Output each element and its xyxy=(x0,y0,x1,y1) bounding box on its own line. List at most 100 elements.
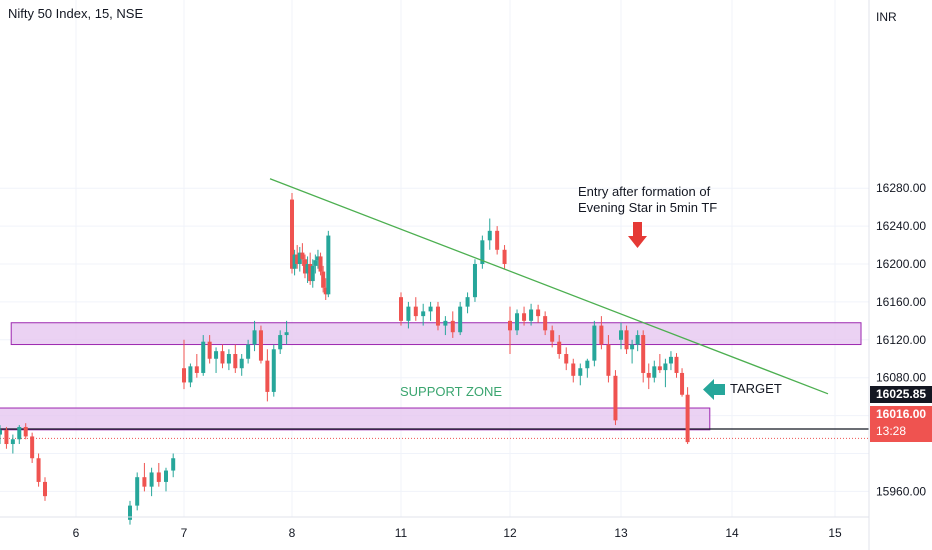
candle-body-17 xyxy=(194,366,199,373)
candle-body-65 xyxy=(529,309,534,321)
candle-body-80 xyxy=(630,344,635,350)
candle-body-51 xyxy=(428,306,433,312)
candle-body-90 xyxy=(685,394,690,443)
zone-0 xyxy=(10,322,862,346)
candle-body-56 xyxy=(465,297,470,307)
candle-body-33 xyxy=(292,254,297,269)
candle-body-76 xyxy=(606,344,611,376)
candle-body-70 xyxy=(564,354,569,364)
zone-1 xyxy=(0,407,711,431)
x-axis-labels: 6 7 8 11 12 13 14 15 xyxy=(73,526,842,540)
candle-body-28 xyxy=(265,360,270,392)
x-tick-1: 7 xyxy=(181,526,188,540)
candle-body-63 xyxy=(515,313,520,331)
bar-countdown: 13:28 xyxy=(876,424,907,438)
candle-body-82 xyxy=(641,335,646,373)
candle-body-71 xyxy=(571,363,576,376)
candle-body-58 xyxy=(480,240,485,264)
candle-body-48 xyxy=(406,306,411,321)
last-price-tag: 16016.00 13:28 xyxy=(870,406,932,442)
entry-down-arrow xyxy=(628,222,647,248)
candle-body-86 xyxy=(663,363,668,371)
grid-lines xyxy=(0,0,869,517)
candle-body-26 xyxy=(252,330,257,345)
candle-body-53 xyxy=(443,320,448,326)
candle-body-34 xyxy=(295,254,300,264)
candle-body-60 xyxy=(495,230,500,250)
candle-body-43 xyxy=(318,256,323,272)
x-tick-7: 15 xyxy=(828,526,842,540)
candle-body-74 xyxy=(592,325,597,361)
candle-body-37 xyxy=(302,259,307,274)
candle-body-40 xyxy=(310,265,315,282)
candle-body-9 xyxy=(135,477,140,506)
y-axis-labels: 15960.0016040.0016080.0016120.0016160.00… xyxy=(876,181,926,498)
candle-body-16 xyxy=(188,366,193,383)
x-tick-5: 13 xyxy=(614,526,628,540)
candle-body-11 xyxy=(149,472,154,487)
candle-body-64 xyxy=(522,313,527,321)
candle-body-36 xyxy=(300,252,305,260)
candle-body-23 xyxy=(233,354,238,369)
candle-body-20 xyxy=(214,351,219,359)
price-lines xyxy=(0,428,869,439)
candle-body-77 xyxy=(613,375,618,421)
y-tick-0: 15960.00 xyxy=(876,484,926,498)
candle-body-88 xyxy=(674,356,679,373)
candle-body-52 xyxy=(435,306,440,326)
candle-body-27 xyxy=(258,330,263,361)
candle-body-18 xyxy=(201,341,206,373)
candle-body-85 xyxy=(657,366,662,371)
candle-body-79 xyxy=(624,330,629,350)
y-tick-3: 16080.00 xyxy=(876,371,926,385)
candle-body-22 xyxy=(226,354,231,364)
candle-body-69 xyxy=(557,341,562,355)
candle-body-66 xyxy=(536,309,541,317)
y-tick-4: 16120.00 xyxy=(876,333,926,347)
candle-body-32 xyxy=(290,199,294,269)
candle-body-72 xyxy=(578,368,583,376)
candle-body-14 xyxy=(171,458,176,471)
candle-body-19 xyxy=(207,341,212,359)
candle-body-47 xyxy=(399,297,403,321)
candle-body-68 xyxy=(550,330,555,342)
trendline-layer xyxy=(269,178,829,395)
candle-body-57 xyxy=(472,264,477,298)
candle-body-31 xyxy=(284,332,289,336)
arrow-layer xyxy=(628,222,725,400)
candle-body-29 xyxy=(271,349,276,392)
y-tick-6: 16200.00 xyxy=(876,257,926,271)
candle-body-6 xyxy=(36,458,41,482)
candle-body-10 xyxy=(142,477,147,487)
candle-body-75 xyxy=(599,325,604,345)
candle-body-61 xyxy=(502,249,507,264)
candle-body-42 xyxy=(315,256,320,261)
candle-body-3 xyxy=(17,426,22,440)
target-price-tag: 16025.85 xyxy=(870,386,932,403)
candle-body-15 xyxy=(182,368,186,383)
y-tick-8: 16280.00 xyxy=(876,181,926,195)
candle-body-25 xyxy=(246,344,251,359)
x-tick-2: 8 xyxy=(289,526,296,540)
y-tick-5: 16160.00 xyxy=(876,295,926,309)
candle-body-45 xyxy=(323,287,328,295)
candle-body-55 xyxy=(458,306,463,333)
candle-body-49 xyxy=(413,306,418,317)
candle-body-21 xyxy=(220,351,225,364)
last-price-value: 16016.00 xyxy=(876,407,927,421)
x-tick-4: 12 xyxy=(503,526,517,540)
y-tick-7: 16240.00 xyxy=(876,219,926,233)
candle-body-62 xyxy=(508,320,512,331)
candle-body-2 xyxy=(10,439,15,445)
candle-body-54 xyxy=(450,320,455,333)
support-zone-label: SUPPORT ZONE xyxy=(400,384,503,399)
chart-title: Nifty 50 Index, 15, NSE xyxy=(8,6,144,21)
candle-body-5 xyxy=(30,436,35,459)
candle-body-12 xyxy=(156,472,161,482)
candle-body-41 xyxy=(313,260,318,266)
candle-body-4 xyxy=(23,426,28,437)
trendline xyxy=(269,178,829,395)
candle-body-81 xyxy=(635,335,640,345)
axes-layer xyxy=(0,0,870,550)
